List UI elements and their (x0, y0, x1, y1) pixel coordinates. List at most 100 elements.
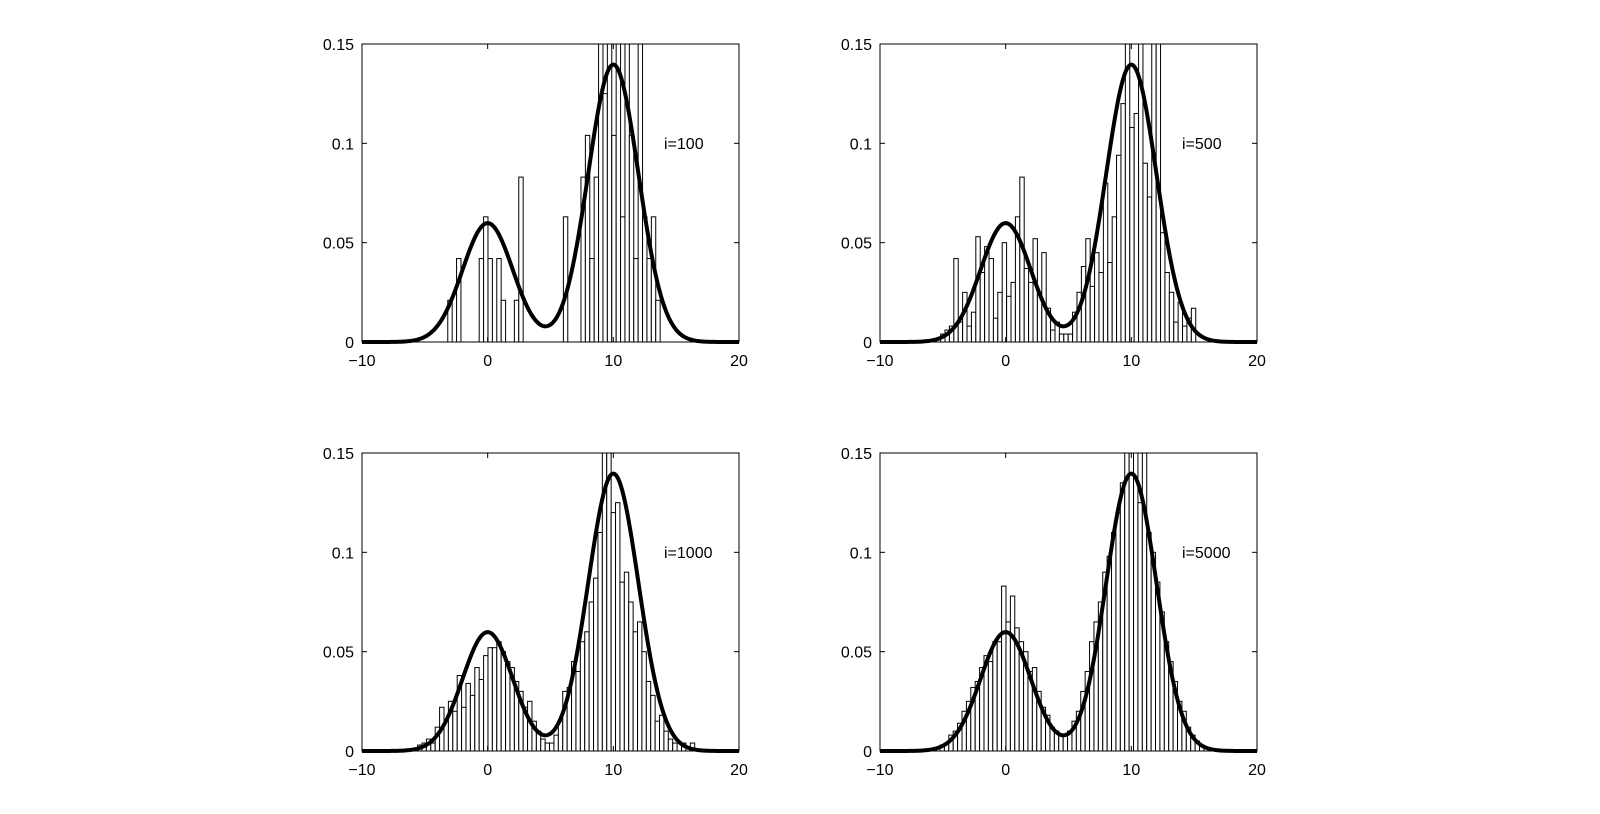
histogram-bar (452, 710, 458, 752)
histogram-bar (646, 258, 652, 343)
panel-label: i=500 (1182, 136, 1222, 153)
histogram-bar (632, 631, 639, 752)
panel-label: i=5000 (1182, 545, 1231, 562)
histogram-bar (1182, 325, 1188, 343)
histogram-bar (496, 258, 502, 343)
histogram-bar (611, 134, 617, 343)
histogram-bar (1111, 531, 1117, 752)
histogram-bar (461, 706, 467, 752)
y-tick-label: 0 (345, 744, 354, 761)
histogram-bar (1063, 333, 1069, 343)
x-tick-label: 0 (483, 353, 492, 370)
histogram-bar (474, 667, 480, 752)
histogram-bar (575, 671, 581, 752)
histogram-bar (1023, 267, 1030, 343)
x-tick-label: 0 (1001, 762, 1010, 779)
histogram-bar (500, 651, 507, 752)
histogram-bar (483, 216, 489, 343)
histogram-bar (610, 512, 617, 752)
x-tick-label: −10 (348, 762, 375, 779)
histogram-bar (1115, 512, 1121, 752)
histogram-bar (637, 621, 643, 752)
y-tick-label: 0.05 (841, 236, 872, 253)
histogram-bar (619, 581, 625, 752)
histogram-bar (579, 641, 586, 752)
histogram-bar (487, 258, 493, 343)
histogram-bar (593, 577, 599, 752)
y-tick-label: 0 (863, 335, 872, 352)
panel-label: i=1000 (664, 545, 713, 562)
histogram-bar (597, 531, 603, 752)
density-curve (880, 471, 1257, 753)
histogram-bar (633, 258, 639, 343)
histogram-bar (469, 694, 476, 752)
histogram-bar (667, 738, 674, 752)
axes-frame (361, 452, 740, 752)
histogram-bar (1028, 281, 1034, 343)
y-tick-label: 0.1 (850, 136, 872, 153)
histogram-bar (1009, 595, 1016, 752)
histogram-bar (1124, 452, 1130, 752)
histogram-bar (672, 742, 678, 752)
histogram-bar (1094, 252, 1100, 343)
histogram-bar (628, 134, 635, 343)
y-tick-label: 0.15 (323, 37, 354, 54)
axes-frame (879, 452, 1258, 752)
histogram-bar (992, 317, 999, 343)
histogram-bar (487, 647, 493, 752)
histogram-bar (655, 299, 661, 343)
y-tick-label: 0.1 (332, 136, 354, 153)
x-tick-label: 10 (604, 762, 622, 779)
x-tick-label: 20 (730, 353, 748, 370)
histogram-bar (1142, 162, 1148, 343)
x-tick-label: 20 (1248, 762, 1266, 779)
y-tick-label: 0 (863, 744, 872, 761)
histogram-bar (1062, 734, 1069, 752)
histogram-bar (544, 742, 551, 752)
histogram-bar (979, 271, 986, 343)
histogram-bar (1067, 333, 1074, 343)
y-tick-label: 0.1 (850, 545, 872, 562)
y-tick-label: 0.15 (323, 446, 354, 463)
histogram-bar (1102, 182, 1109, 343)
density-curve (362, 62, 739, 344)
histogram-bar (1111, 216, 1118, 343)
x-tick-label: 10 (604, 353, 622, 370)
histogram-bar (654, 720, 661, 752)
y-tick-label: 0.15 (841, 446, 872, 463)
histogram-bar (1120, 103, 1126, 343)
histogram-bar (1133, 113, 1140, 343)
histogram-bar (1146, 531, 1152, 752)
histogram-bar (615, 502, 621, 752)
y-tick-label: 0.15 (841, 37, 872, 54)
histogram-bar (1107, 262, 1113, 343)
histogram-bar (513, 299, 520, 343)
histogram-bar (500, 299, 507, 343)
histogram-bar (650, 694, 656, 752)
histogram-bar (606, 43, 613, 343)
histogram-bar (1010, 281, 1016, 343)
y-tick-label: 0 (345, 335, 354, 352)
histogram-bar (1173, 321, 1179, 343)
histogram-bar (491, 647, 498, 752)
histogram-bar (496, 641, 502, 752)
histogram-bar (588, 601, 595, 752)
histogram-bar (970, 311, 977, 343)
histogram-bar (1151, 43, 1157, 343)
histogram-bar (957, 321, 964, 343)
histogram-bar (483, 655, 489, 752)
histogram-bar (1168, 291, 1175, 343)
histogram-bar (1116, 154, 1122, 343)
x-tick-label: 20 (1248, 353, 1266, 370)
y-tick-label: 0.1 (332, 545, 354, 562)
histogram-bar (430, 742, 436, 752)
x-tick-label: −10 (348, 353, 375, 370)
histogram-bar (659, 714, 665, 752)
histogram-bar (1160, 232, 1166, 343)
histogram-bar (992, 641, 998, 752)
histogram-bar (1006, 295, 1012, 343)
histogram-bar (975, 236, 981, 343)
